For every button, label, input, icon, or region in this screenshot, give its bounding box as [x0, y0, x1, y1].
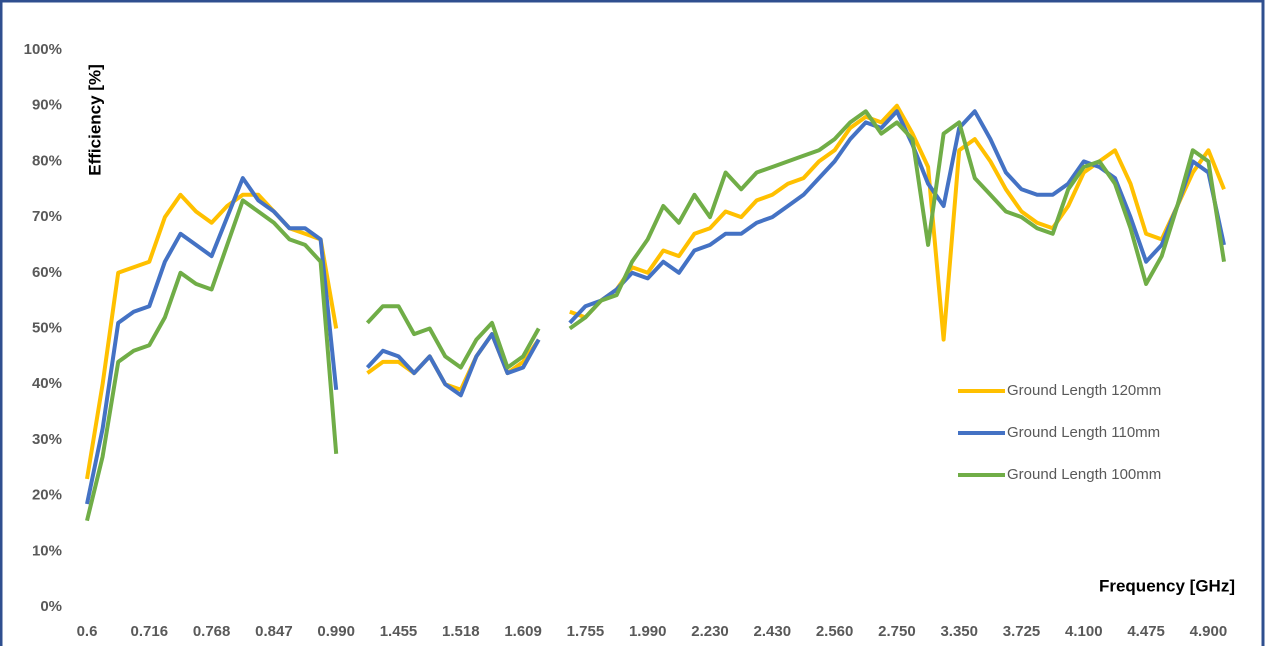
x-tick-label: 3.350 — [940, 623, 978, 640]
x-tick-label: 0.990 — [317, 623, 355, 640]
y-tick-label: 80% — [32, 152, 62, 169]
legend-label: Ground Length 110mm — [1007, 424, 1160, 441]
x-tick-label: 2.430 — [754, 623, 792, 640]
x-tick-label: 1.609 — [504, 623, 542, 640]
x-tick-label: 0.716 — [131, 623, 169, 640]
y-tick-label: 20% — [32, 487, 62, 504]
x-axis-label: Frequency [GHz] — [1099, 576, 1235, 595]
x-tick-label: 4.100 — [1065, 623, 1103, 640]
x-tick-label: 0.847 — [255, 623, 293, 640]
y-tick-label: 0% — [40, 598, 62, 615]
y-tick-label: 30% — [32, 431, 62, 448]
y-tick-label: 90% — [32, 97, 62, 114]
x-tick-label: 2.560 — [816, 623, 854, 640]
y-tick-label: 10% — [32, 542, 62, 559]
legend-label: Ground Length 100mm — [1007, 466, 1161, 483]
x-tick-label: 1.990 — [629, 623, 667, 640]
x-tick-label: 2.230 — [691, 623, 729, 640]
y-axis-label: Efficiency [%] — [85, 64, 104, 175]
x-tick-label: 1.755 — [567, 623, 605, 640]
line-series — [85, 109, 1226, 505]
y-tick-label: 50% — [32, 319, 62, 336]
x-tick-label: 1.455 — [380, 623, 418, 640]
line-series — [85, 109, 1226, 522]
x-tick-label: 1.518 — [442, 623, 480, 640]
x-tick-label: 2.750 — [878, 623, 916, 640]
y-tick-label: 60% — [32, 264, 62, 281]
x-tick-label: 0.768 — [193, 623, 231, 640]
x-tick-label: 4.900 — [1190, 623, 1228, 640]
line-series — [85, 103, 1226, 480]
y-tick-label: 70% — [32, 208, 62, 225]
legend-label: Ground Length 120mm — [1007, 382, 1161, 399]
x-tick-label: 0.6 — [77, 623, 98, 640]
x-tick-label: 3.725 — [1003, 623, 1041, 640]
y-tick-label: 40% — [32, 375, 62, 392]
x-tick-label: 4.475 — [1127, 623, 1165, 640]
y-tick-label: 100% — [24, 41, 62, 58]
